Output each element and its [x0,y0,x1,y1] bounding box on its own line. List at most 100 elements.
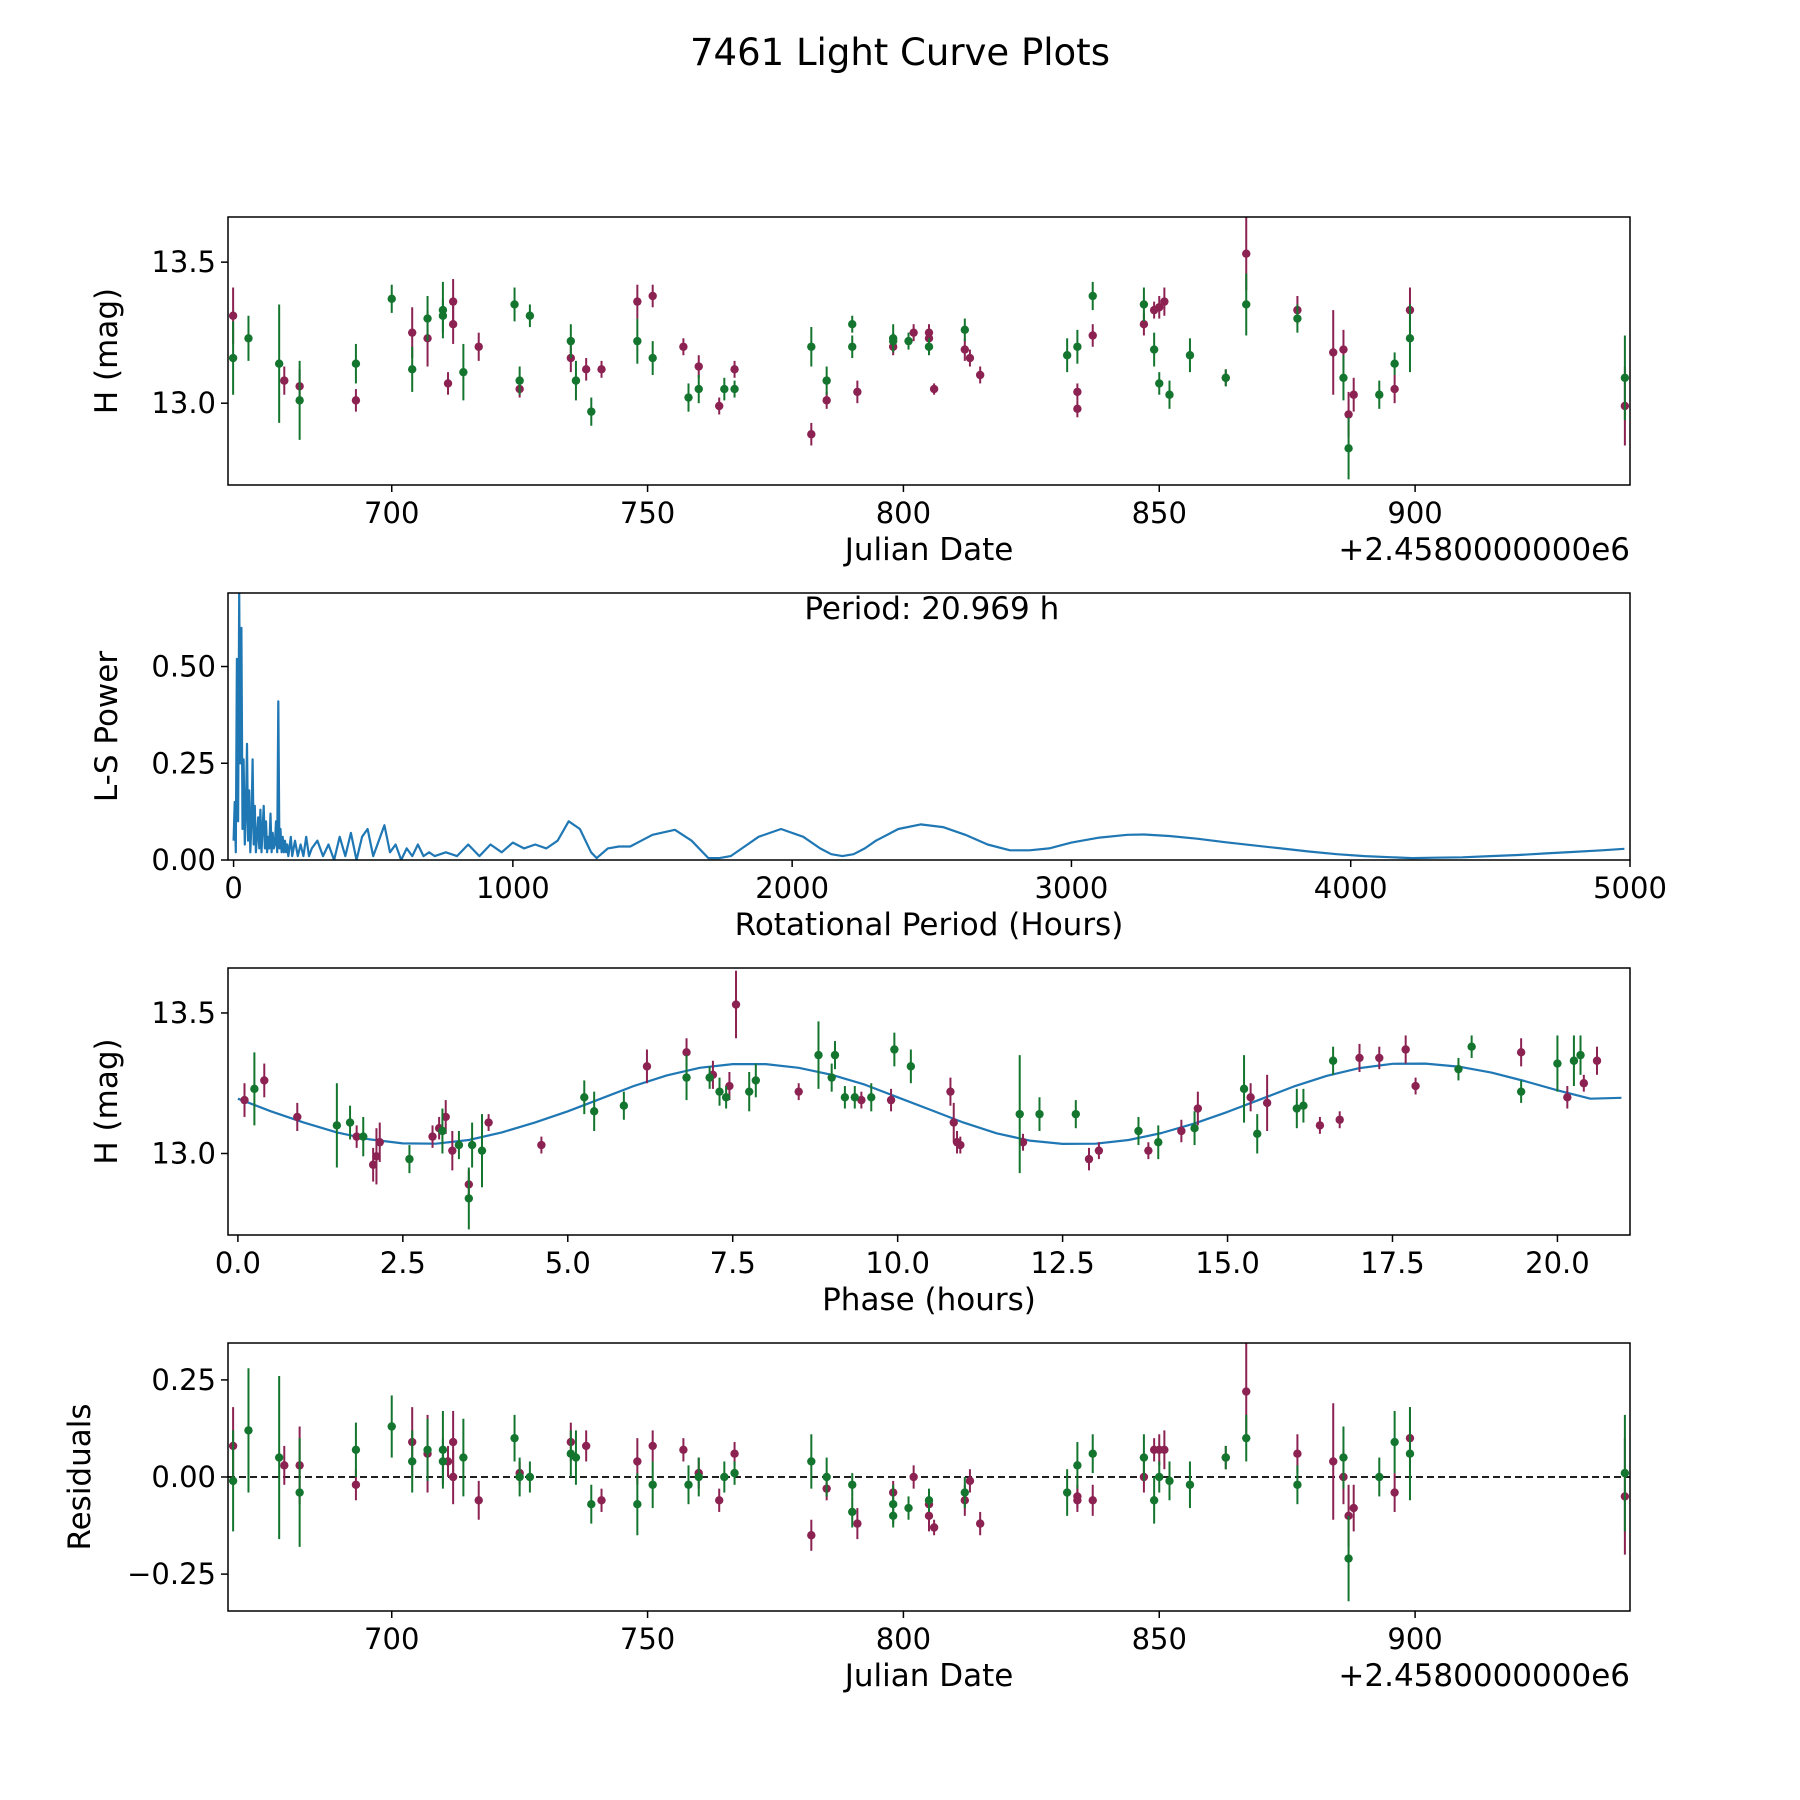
data-point [1088,291,1097,301]
data-point [1563,1093,1572,1102]
data-point [368,1160,378,1169]
x-tick-label: 2.5 [380,1246,426,1280]
data-point [587,1499,596,1509]
data-point [715,1496,724,1505]
periodogram-line [232,593,1625,860]
data-point [721,1093,731,1102]
data-point [720,1472,729,1482]
data-point [1177,1126,1186,1136]
data-point [1190,1124,1199,1133]
data-point [1165,390,1174,399]
data-point [293,1112,302,1122]
data-point [580,1093,589,1102]
data-point [924,1511,934,1521]
data-point [244,334,253,343]
data-point [1355,1053,1364,1063]
x-tick-label: 3000 [1035,871,1109,905]
data-point [960,1488,970,1497]
x-tick-label: 700 [364,496,419,530]
data-point [906,1062,916,1071]
y-tick-label: 0.25 [151,1363,216,1397]
data-point [929,384,939,394]
data-point [423,1445,432,1455]
data-point [1579,1079,1589,1088]
data-point [240,1095,249,1105]
x-tick-label: 4000 [1314,871,1388,905]
x-tick-label: 5000 [1593,871,1667,905]
data-point [1155,1472,1164,1482]
data-point [1144,1146,1153,1155]
x-tick-label: 850 [1132,1622,1187,1656]
data-point [228,353,238,363]
data-point [886,1095,896,1105]
data-point [857,1095,866,1105]
data-point [888,1511,898,1521]
data-point [1344,1554,1353,1563]
data-point [975,370,985,380]
data-point [1620,373,1630,382]
data-point [280,376,289,385]
data-point [351,1480,361,1489]
x-tick-label: 850 [1132,496,1187,530]
series-band-b [228,1368,1630,1602]
data-point [1349,390,1358,399]
data-point [351,396,361,405]
data-point [423,314,432,323]
data-point [633,297,642,306]
data-point [1221,1453,1230,1462]
data-point [960,325,970,335]
data-point [1242,300,1251,309]
model-curve [237,1062,1622,1146]
data-point [853,1519,862,1528]
data-point [441,1112,450,1122]
data-point [888,336,898,346]
data-point [1339,1453,1348,1462]
periodogram-panel: 0 1000 2000 3000 4000 5000 0.00 0.25 0.50 Rotatio… [89,591,1667,943]
x-tick-label: 750 [620,496,675,530]
axes-frame [227,592,1631,861]
data-point [848,320,857,329]
data-point [408,1457,417,1466]
data-point [648,1480,657,1489]
data-point [1149,345,1159,354]
data-point [633,1457,642,1466]
data-point [467,1140,477,1150]
data-point [975,1519,985,1528]
y-axis-label: H (mag) [89,1038,125,1164]
x-axis-label: Julian Date [843,532,1014,568]
data-point [946,1087,955,1096]
data-point [682,1073,691,1082]
x-axis-label: Julian Date [843,1658,1014,1694]
data-point [477,1146,487,1155]
data-point [525,311,535,320]
data-point [965,353,975,363]
data-point [848,342,857,351]
data-point [597,1496,606,1505]
data-point [359,1132,368,1141]
data-point [474,1496,483,1505]
data-point [375,1138,384,1147]
plot-area [237,970,1622,1230]
data-point [679,342,688,351]
data-point [1073,342,1082,351]
data-point [1071,1109,1080,1119]
data-point [648,291,657,301]
plot-area [228,217,1630,480]
data-point [960,345,970,354]
data-point [228,1476,238,1486]
data-point [1339,345,1348,354]
data-point [1299,1101,1308,1110]
data-point [1390,384,1399,394]
data-point [1242,1387,1251,1396]
data-point [1553,1059,1562,1068]
data-point [352,1132,361,1141]
y-tick-label: 0.25 [151,746,216,780]
data-point [890,1045,899,1054]
data-point [571,376,581,385]
series-band-b [250,1021,1585,1230]
residuals-panel: 700 750 800 850 900 −0.25 0.00 0.25 Julian Date R… [62,1342,1631,1694]
plot-area [232,593,1625,860]
data-point [581,365,591,374]
data-point [566,336,576,346]
